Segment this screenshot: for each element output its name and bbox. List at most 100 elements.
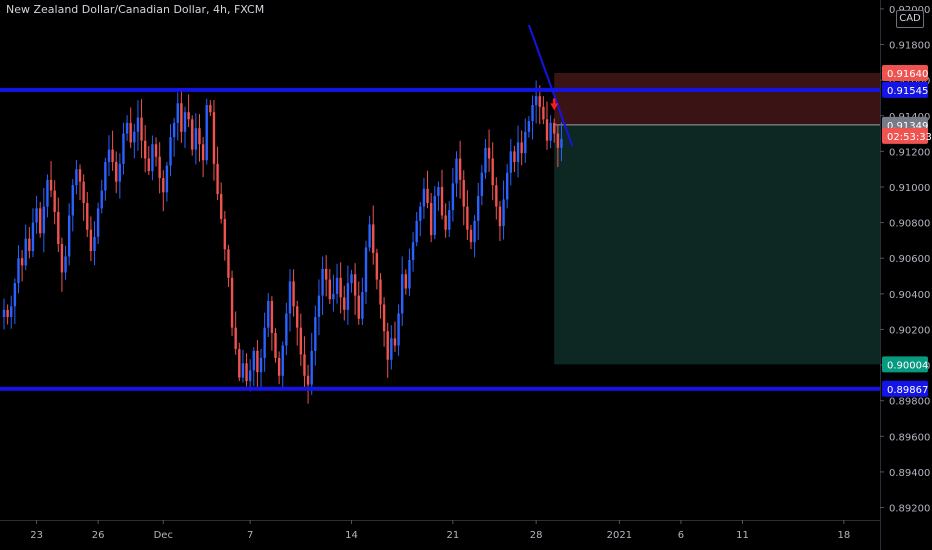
candle	[162, 170, 165, 212]
candle-body	[71, 185, 74, 216]
candle-body	[46, 179, 49, 207]
candle-body	[527, 121, 531, 132]
price-label: 0.90004	[882, 356, 928, 373]
candle	[531, 95, 534, 140]
candle	[281, 341, 284, 389]
candle	[96, 202, 100, 244]
candle	[227, 244, 230, 288]
candle	[107, 135, 111, 176]
candle-body	[67, 215, 71, 257]
candle	[498, 200, 502, 242]
candle	[462, 170, 465, 226]
candle-body	[429, 203, 433, 236]
candle-body	[75, 169, 78, 186]
sell-arrow	[550, 98, 559, 111]
candle	[209, 100, 212, 117]
candle	[379, 273, 382, 319]
candle	[115, 151, 118, 194]
candle	[270, 296, 274, 351]
candle-body	[339, 277, 342, 298]
price-tick-label: 0.91600	[889, 76, 930, 87]
candle-body	[198, 128, 201, 145]
candle	[306, 364, 310, 404]
candle-body	[324, 268, 328, 280]
candle-body	[64, 256, 67, 273]
candle-body	[241, 363, 245, 378]
candle-body	[372, 224, 375, 253]
candle-body	[107, 149, 111, 163]
candle-body	[379, 279, 382, 305]
candle-body	[42, 206, 46, 234]
candle-body	[270, 300, 274, 334]
price-label: 0.91640	[882, 65, 928, 82]
candle	[89, 216, 93, 262]
candle	[212, 100, 216, 181]
candle	[201, 137, 205, 178]
candle	[375, 248, 379, 290]
candle-body	[516, 142, 520, 163]
time-tick-label: 14	[345, 530, 358, 541]
candle	[560, 122, 563, 162]
price-label-text: 0.91640	[887, 69, 928, 80]
price-tick-label: 0.89200	[889, 504, 930, 515]
price-label-text: 0.91545	[887, 86, 928, 97]
candle-body	[20, 258, 24, 266]
candle	[2, 298, 6, 330]
candle	[401, 256, 404, 327]
candle-body	[118, 163, 122, 182]
currency-badge[interactable]: CAD	[896, 10, 924, 28]
candle-body	[151, 144, 154, 171]
price-label-bg	[882, 81, 928, 98]
candle	[93, 221, 96, 266]
candle-body	[314, 316, 317, 351]
candle	[505, 163, 509, 209]
candle	[328, 268, 331, 304]
candle	[230, 270, 234, 336]
candle	[24, 224, 27, 271]
candle-body	[487, 147, 491, 159]
candle	[386, 322, 389, 378]
candle-body	[477, 195, 480, 221]
candle	[437, 181, 440, 212]
candle-body	[125, 122, 129, 134]
candle-body	[6, 309, 9, 317]
price-tick-label: 0.90200	[889, 325, 930, 336]
candle	[364, 240, 368, 305]
candle	[426, 170, 429, 209]
candle	[220, 182, 223, 224]
candle	[259, 348, 263, 391]
candle-body	[321, 268, 324, 296]
time-tick-label: 7	[247, 530, 253, 541]
candle	[469, 224, 473, 250]
stop-loss-zone	[554, 73, 880, 125]
candle	[158, 142, 161, 194]
candle-body	[368, 224, 371, 248]
candle-body	[122, 133, 125, 164]
candle-body	[147, 158, 150, 171]
candle-body	[531, 105, 534, 122]
candle	[28, 227, 31, 259]
candle-body	[245, 363, 248, 382]
candle-body	[451, 183, 455, 211]
candle	[440, 169, 444, 220]
candle-body	[57, 211, 60, 244]
time-tick-label: 11	[736, 530, 749, 541]
candle-body	[93, 236, 96, 252]
candle	[198, 114, 201, 162]
candle-body	[553, 122, 556, 134]
candle-body	[111, 149, 114, 163]
candle	[180, 90, 183, 143]
candle	[64, 245, 67, 280]
candle	[433, 186, 436, 240]
candle	[545, 101, 549, 150]
candle	[361, 277, 364, 326]
candle	[339, 262, 342, 314]
chart-title: New Zealand Dollar/Canadian Dollar, 4h, …	[6, 3, 265, 16]
candle-body	[100, 190, 103, 209]
candle	[223, 210, 227, 261]
candle	[556, 124, 560, 168]
candle-body	[227, 249, 230, 278]
time-tick-label: 2021	[607, 530, 632, 541]
